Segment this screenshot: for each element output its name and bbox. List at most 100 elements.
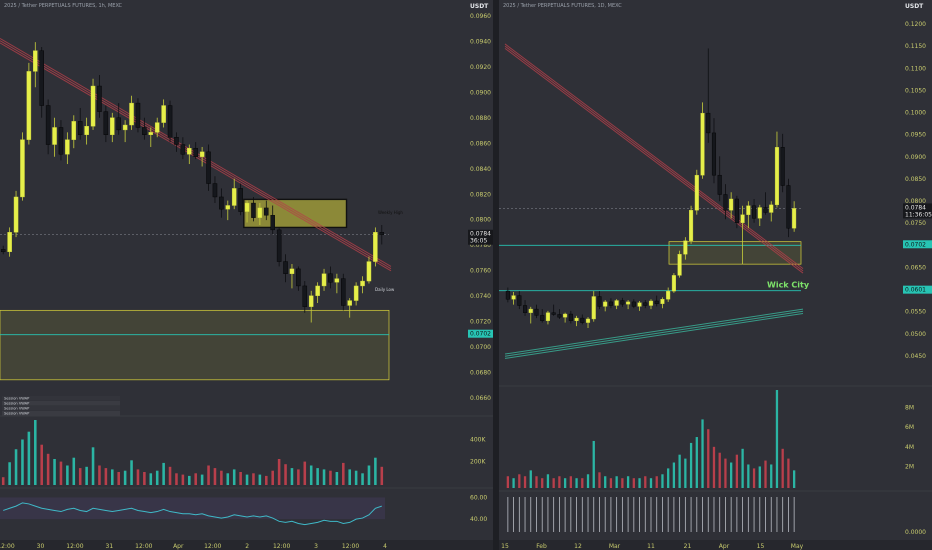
table-row bbox=[2, 406, 120, 411]
candle-body bbox=[700, 112, 705, 176]
candle-body bbox=[238, 188, 243, 212]
price-tick-label: 0.0680 bbox=[470, 370, 491, 377]
volume-bar bbox=[632, 478, 635, 488]
volume-bar bbox=[367, 465, 371, 485]
volume-bar bbox=[712, 446, 716, 488]
volume-bar bbox=[8, 462, 11, 485]
marked-price-label: 0.0601 bbox=[905, 287, 926, 294]
table-row bbox=[2, 396, 120, 401]
candle-body bbox=[534, 308, 539, 316]
demand-zone bbox=[668, 241, 802, 265]
candle-body bbox=[683, 240, 688, 255]
candle-body bbox=[45, 105, 51, 145]
price-tick-label: 0.1200 bbox=[905, 21, 926, 28]
price-tick-label: 0.0950 bbox=[905, 132, 926, 139]
countdown-label: 11:36:05 bbox=[905, 211, 932, 218]
candle-body bbox=[321, 273, 327, 287]
candle-body bbox=[706, 112, 711, 134]
right-unit-label: USDT bbox=[905, 3, 924, 10]
left-unit-label: USDT bbox=[470, 3, 489, 10]
price-tick-label: 0.0820 bbox=[470, 191, 491, 198]
volume-bar bbox=[258, 474, 262, 485]
oscillator-tick-label: 0.0000 bbox=[905, 529, 926, 536]
candle-body bbox=[20, 139, 25, 198]
left-chart-header: 2025 / Tether PERPETUALS FUTURES, 1h, ME… bbox=[4, 3, 123, 9]
volume-bar bbox=[512, 478, 515, 488]
volume-bar bbox=[575, 478, 578, 488]
volume-bar bbox=[1, 477, 5, 485]
volume-bar bbox=[40, 444, 43, 485]
candle-body bbox=[334, 278, 340, 283]
candle-body bbox=[511, 295, 516, 300]
panel-divider[interactable] bbox=[493, 0, 499, 550]
volume-bar bbox=[220, 470, 223, 485]
candle-body bbox=[264, 207, 269, 216]
descending-resistance-trendline bbox=[504, 45, 804, 272]
volume-bar bbox=[609, 478, 613, 488]
volume-bar bbox=[78, 468, 82, 485]
time-tick-label: 12:00 bbox=[135, 543, 152, 550]
candle-body bbox=[0, 249, 6, 253]
volume-bar bbox=[672, 462, 676, 488]
candle-body bbox=[103, 111, 109, 135]
candle-body bbox=[597, 296, 602, 307]
candle-body bbox=[251, 202, 256, 218]
right-chart-canvas[interactable]: 0.1200 0.1150 0.1100 0.1050 0.1000 0.0950 0.09… bbox=[499, 0, 932, 550]
volume-bar bbox=[322, 469, 326, 485]
right-chart-panel[interactable]: 2025 / Tether PERPETUALS FUTURES, 1D, ME… bbox=[499, 0, 932, 550]
volume-tick-label: 400K bbox=[470, 437, 486, 444]
time-tick-label: Apr bbox=[719, 543, 730, 550]
volume-bar bbox=[232, 469, 236, 485]
candle-body bbox=[523, 305, 528, 313]
volume-bar bbox=[638, 478, 641, 488]
last-price-box bbox=[468, 229, 493, 245]
volume-bar bbox=[91, 447, 95, 485]
table-row-label: Session VWAP bbox=[4, 397, 30, 401]
volume-bar bbox=[598, 472, 601, 488]
last-price-box bbox=[903, 203, 932, 219]
candle-body bbox=[225, 205, 231, 210]
supply-box bbox=[243, 198, 348, 229]
marked-price-box bbox=[903, 285, 932, 294]
volume-tick-label: 200K bbox=[470, 458, 486, 465]
volume-bar bbox=[775, 390, 779, 488]
volume-bar bbox=[718, 452, 721, 488]
time-tick-label: 12:00 bbox=[66, 543, 83, 550]
time-tick-label: 15 bbox=[501, 543, 509, 550]
price-tick-label: 0.0960 bbox=[470, 13, 491, 20]
candle-body bbox=[302, 285, 308, 307]
price-tick-label: 0.0740 bbox=[470, 293, 491, 300]
volume-bar bbox=[316, 468, 319, 485]
volume-bar bbox=[213, 468, 217, 485]
candle-body bbox=[167, 105, 173, 138]
volume-bar bbox=[252, 473, 255, 485]
volume-bar bbox=[290, 468, 294, 485]
candle-body bbox=[786, 185, 791, 229]
time-tick-label: 21 bbox=[684, 543, 692, 550]
table-row bbox=[2, 401, 120, 406]
candle-body bbox=[180, 144, 186, 155]
volume-bar bbox=[649, 478, 653, 488]
marked-price-box bbox=[903, 240, 932, 249]
price-tick-label: 0.0550 bbox=[905, 309, 926, 316]
volume-bar bbox=[271, 470, 274, 485]
candle-body bbox=[568, 313, 573, 321]
volume-bar bbox=[123, 470, 127, 485]
candle-body bbox=[219, 196, 224, 210]
left-chart-panel[interactable]: 2025 / Tether PERPETUALS FUTURES, 1h, ME… bbox=[0, 0, 493, 550]
volume-bar bbox=[149, 473, 153, 485]
volume-tick-label: 2M bbox=[905, 463, 914, 470]
volume-bar bbox=[684, 458, 687, 488]
candle-body bbox=[689, 210, 694, 241]
volume-bar bbox=[787, 458, 790, 488]
price-tick-label: 0.0700 bbox=[470, 344, 491, 351]
candle-body bbox=[135, 102, 141, 128]
candle-body bbox=[122, 124, 128, 131]
candle-body bbox=[283, 261, 288, 274]
candle-body bbox=[540, 315, 545, 321]
volume-bar bbox=[239, 472, 242, 485]
volume-bar bbox=[309, 465, 313, 485]
left-chart-canvas[interactable]: 0.0960 0.0940 0.0920 0.0900 0.0880 0.0860 0.08… bbox=[0, 0, 493, 550]
candle-body bbox=[591, 296, 596, 320]
volume-bar bbox=[563, 478, 567, 488]
